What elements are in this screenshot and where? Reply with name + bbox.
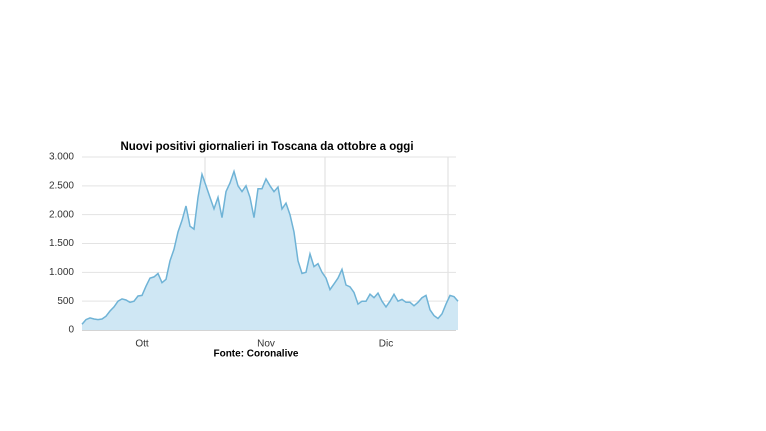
y-tick-label: 500	[57, 296, 74, 307]
chart-title: Nuovi positivi giornalieri in Toscana da…	[120, 141, 413, 153]
y-tick-label: 1.500	[49, 238, 74, 249]
y-tick-label: 2.000	[49, 209, 74, 220]
x-tick-label: Ott	[135, 339, 149, 350]
y-tick-label: 3.000	[49, 152, 74, 163]
y-tick-label: 2.500	[49, 180, 74, 191]
y-tick-label: 0	[68, 325, 74, 336]
x-tick-label: Dic	[379, 339, 393, 350]
y-tick-label: 1.000	[49, 267, 74, 278]
area-fill	[82, 171, 458, 330]
x-tick-label: Nov	[257, 339, 275, 350]
source: Fonte: Coronalive	[213, 349, 298, 360]
area-line	[81, 168, 459, 325]
